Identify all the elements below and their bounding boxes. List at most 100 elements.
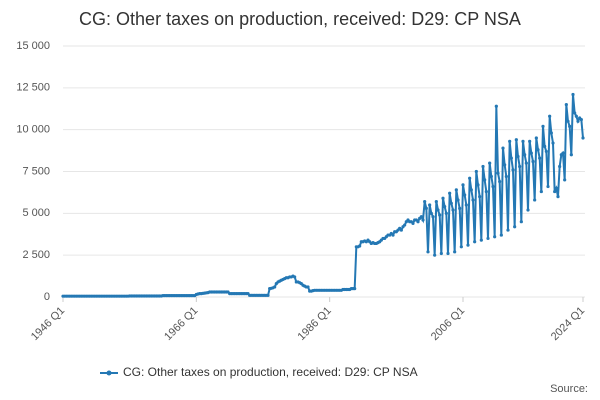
- data-point: [526, 208, 530, 212]
- data-point: [519, 220, 523, 224]
- data-point: [399, 228, 403, 232]
- data-point: [501, 146, 505, 150]
- data-point: [493, 235, 497, 239]
- x-tick-label: 2006 Q1: [429, 305, 467, 343]
- data-point: [553, 189, 557, 194]
- data-point: [458, 206, 462, 210]
- data-point: [499, 233, 503, 237]
- data-point: [524, 161, 528, 165]
- data-point: [434, 200, 438, 204]
- data-point: [428, 203, 432, 207]
- data-point: [506, 228, 510, 232]
- data-point: [466, 243, 470, 247]
- data-point: [478, 195, 482, 199]
- data-point: [293, 275, 297, 279]
- data-point: [558, 164, 562, 169]
- data-point: [521, 139, 525, 143]
- data-point: [561, 151, 565, 155]
- y-tick-label: 5 000: [22, 207, 50, 219]
- data-point: [544, 149, 548, 154]
- data-point: [474, 169, 478, 174]
- data-point: [266, 293, 270, 297]
- data-point: [566, 119, 570, 123]
- data-point: [449, 201, 453, 205]
- x-tick-label: 1966 Q1: [162, 305, 200, 343]
- y-tick-label: 7 500: [22, 165, 50, 177]
- y-tick-label: 10 000: [16, 124, 50, 136]
- data-point: [469, 188, 473, 192]
- data-point: [543, 144, 547, 148]
- data-point: [471, 198, 475, 202]
- data-point: [438, 213, 442, 217]
- y-tick-label: 2 500: [22, 249, 50, 261]
- data-point: [533, 198, 537, 202]
- data-point: [423, 200, 427, 204]
- x-tick-label: 1986 Q1: [296, 305, 334, 343]
- data-point: [484, 189, 488, 194]
- data-point: [534, 136, 538, 140]
- data-point: [511, 168, 515, 172]
- data-point: [453, 250, 457, 254]
- data-point: [463, 193, 467, 197]
- data-point: [541, 124, 545, 128]
- data-point: [273, 285, 277, 289]
- data-point: [476, 183, 480, 187]
- data-point: [489, 174, 493, 179]
- data-point: [571, 92, 575, 97]
- chart-title: CG: Other taxes on production, received:…: [79, 9, 521, 29]
- data-point: [424, 206, 428, 210]
- data-point: [436, 208, 440, 212]
- data-point: [513, 225, 517, 229]
- data-point: [508, 139, 512, 143]
- data-point: [528, 139, 532, 143]
- data-point: [576, 119, 580, 123]
- data-point: [516, 154, 520, 159]
- data-point: [426, 250, 430, 254]
- data-point: [504, 174, 508, 179]
- data-point: [529, 151, 533, 155]
- data-point: [459, 245, 463, 249]
- data-point: [581, 136, 585, 140]
- legend-marker: [106, 370, 112, 376]
- source: Source:: [550, 383, 588, 395]
- data-point: [523, 153, 527, 157]
- data-point: [514, 138, 518, 142]
- data-point: [509, 156, 513, 160]
- data-point: [481, 164, 485, 169]
- data-point: [491, 184, 495, 189]
- data-point: [518, 164, 522, 169]
- data-point: [433, 253, 437, 257]
- data-point: [568, 124, 572, 128]
- data-point: [416, 220, 420, 224]
- y-tick-label: 15 000: [16, 40, 50, 52]
- data-point: [503, 163, 507, 167]
- data-point: [548, 114, 552, 118]
- data-point: [496, 171, 500, 175]
- data-point: [573, 111, 577, 115]
- data-point: [554, 186, 558, 190]
- data-point: [431, 215, 435, 219]
- y-tick-label: 12 500: [16, 82, 50, 94]
- y-tick-label: 0: [44, 291, 50, 303]
- data-point: [546, 184, 550, 189]
- data-point: [451, 208, 455, 212]
- data-point: [483, 178, 487, 182]
- data-point: [441, 196, 445, 200]
- data-point: [486, 236, 490, 241]
- data-point: [498, 179, 502, 184]
- data-point: [574, 114, 578, 118]
- data-point: [419, 215, 423, 219]
- data-point: [448, 191, 452, 195]
- data-point: [551, 141, 555, 145]
- data-point: [391, 233, 395, 237]
- data-point: [563, 178, 567, 182]
- data-point: [358, 244, 362, 248]
- x-tick-label: 2024 Q1: [549, 305, 587, 343]
- data-point: [479, 238, 483, 242]
- data-point: [456, 198, 460, 202]
- data-point: [531, 159, 535, 164]
- data-point: [353, 287, 357, 291]
- data-point: [429, 211, 433, 215]
- data-point: [411, 221, 415, 225]
